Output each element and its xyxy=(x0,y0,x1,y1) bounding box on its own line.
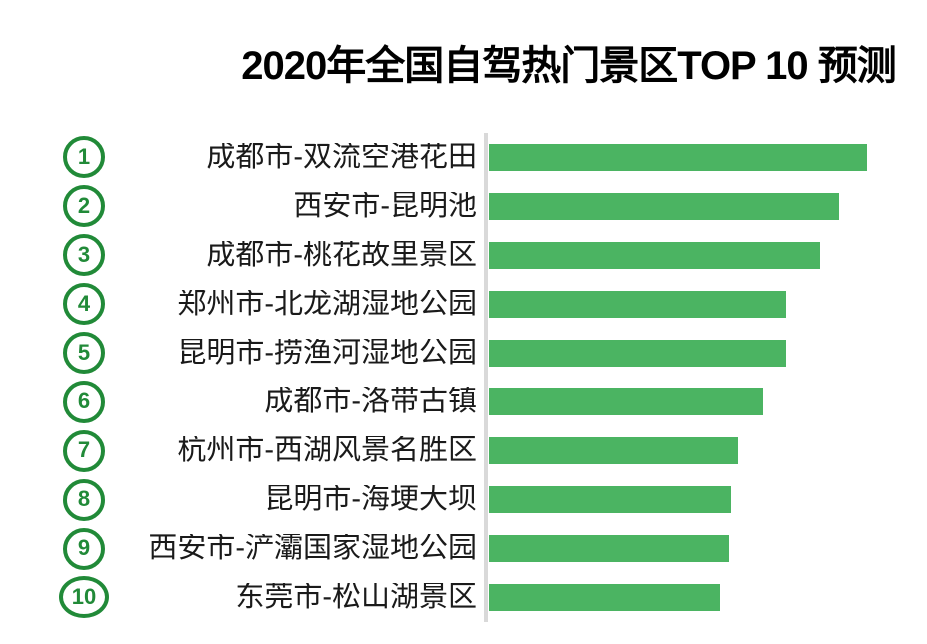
bar-column xyxy=(484,388,927,416)
rank-badge: 9 xyxy=(63,527,105,570)
value-bar xyxy=(489,290,786,318)
value-bar xyxy=(489,192,839,220)
chart-row: 9 西安市-浐灞国家湿地公园 xyxy=(0,524,927,573)
rank-badge-column: 4 xyxy=(56,283,112,326)
value-bar xyxy=(489,241,820,269)
chart-row: 4 郑州市-北龙湖湿地公园 xyxy=(0,280,927,329)
rank-badge: 5 xyxy=(63,332,105,374)
value-bar xyxy=(489,437,738,465)
chart-row: 8 昆明市-海埂大坝 xyxy=(0,475,927,524)
bar-column xyxy=(484,192,927,220)
value-bar xyxy=(489,339,786,367)
bar-column xyxy=(484,241,927,269)
rank-badge-column: 1 xyxy=(56,136,112,179)
rank-badge-column: 3 xyxy=(56,234,112,277)
category-label-column: 东莞市-松山湖景区 xyxy=(112,583,484,612)
chart-row: 2 西安市-昆明池 xyxy=(0,182,927,231)
chart-title: 2020年全国自驾热门景区TOP 10 预测 xyxy=(241,44,896,88)
rank-badge-column: 8 xyxy=(56,478,112,521)
value-bar xyxy=(489,388,763,416)
rank-badge: 10 xyxy=(59,576,109,619)
category-label: 郑州市-北龙湖湿地公园 xyxy=(177,289,477,319)
bar-column xyxy=(484,437,927,465)
category-label: 成都市-双流空港花田 xyxy=(206,142,477,172)
category-label: 西安市-昆明池 xyxy=(293,191,477,221)
rank-badge-column: 6 xyxy=(56,380,112,423)
rank-badge-column: 5 xyxy=(56,332,112,374)
chart-row: 3 成都市-桃花故里景区 xyxy=(0,231,927,280)
bar-rows: 1 成都市-双流空港花田 2 西安市-昆明池 3 成都市-桃花故里景区 xyxy=(0,133,927,622)
category-label-column: 成都市-桃花故里景区 xyxy=(112,241,484,270)
rank-badge: 8 xyxy=(63,478,105,521)
bar-column xyxy=(484,339,927,367)
chart-row: 6 成都市-洛带古镇 xyxy=(0,377,927,426)
bar-column xyxy=(484,486,927,514)
rank-badge: 2 xyxy=(63,185,105,228)
rank-badge-column: 7 xyxy=(56,429,112,472)
category-label: 西安市-浐灞国家湿地公园 xyxy=(148,534,477,564)
rank-badge: 3 xyxy=(63,234,105,277)
rank-badge: 7 xyxy=(63,429,105,472)
bar-column xyxy=(484,143,927,171)
category-label: 成都市-洛带古镇 xyxy=(264,387,477,417)
chart-row: 5 昆明市-捞渔河湿地公园 xyxy=(0,329,927,378)
rank-badge: 6 xyxy=(63,380,105,423)
rank-badge-column: 2 xyxy=(56,185,112,228)
category-axis-line xyxy=(484,133,488,622)
category-label-column: 昆明市-捞渔河湿地公园 xyxy=(112,339,484,368)
value-bar xyxy=(489,535,729,563)
category-label: 杭州市-西湖风景名胜区 xyxy=(177,436,477,466)
value-bar xyxy=(489,583,720,611)
value-bar xyxy=(489,143,867,171)
chart-row: 1 成都市-双流空港花田 xyxy=(0,133,927,182)
rank-badge: 4 xyxy=(63,283,105,326)
bar-column xyxy=(484,583,927,611)
value-bar xyxy=(489,486,731,514)
rank-badge-column: 10 xyxy=(56,576,112,619)
rank-badge-column: 9 xyxy=(56,527,112,570)
category-label-column: 昆明市-海埂大坝 xyxy=(112,485,484,514)
category-label: 昆明市-捞渔河湿地公园 xyxy=(177,338,477,368)
category-label: 昆明市-海埂大坝 xyxy=(264,485,477,515)
category-label-column: 西安市-浐灞国家湿地公园 xyxy=(112,534,484,563)
category-label-column: 郑州市-北龙湖湿地公园 xyxy=(112,290,484,319)
category-label: 成都市-桃花故里景区 xyxy=(206,240,477,270)
bar-column xyxy=(484,535,927,563)
category-label-column: 杭州市-西湖风景名胜区 xyxy=(112,436,484,465)
category-label-column: 成都市-双流空港花田 xyxy=(112,143,484,172)
chart-row: 7 杭州市-西湖风景名胜区 xyxy=(0,426,927,475)
chart-row: 10 东莞市-松山湖景区 xyxy=(0,573,927,622)
bar-column xyxy=(484,290,927,318)
rank-badge: 1 xyxy=(63,136,105,179)
category-label-column: 成都市-洛带古镇 xyxy=(112,387,484,416)
category-label-column: 西安市-昆明池 xyxy=(112,192,484,221)
category-label: 东莞市-松山湖景区 xyxy=(235,582,477,612)
